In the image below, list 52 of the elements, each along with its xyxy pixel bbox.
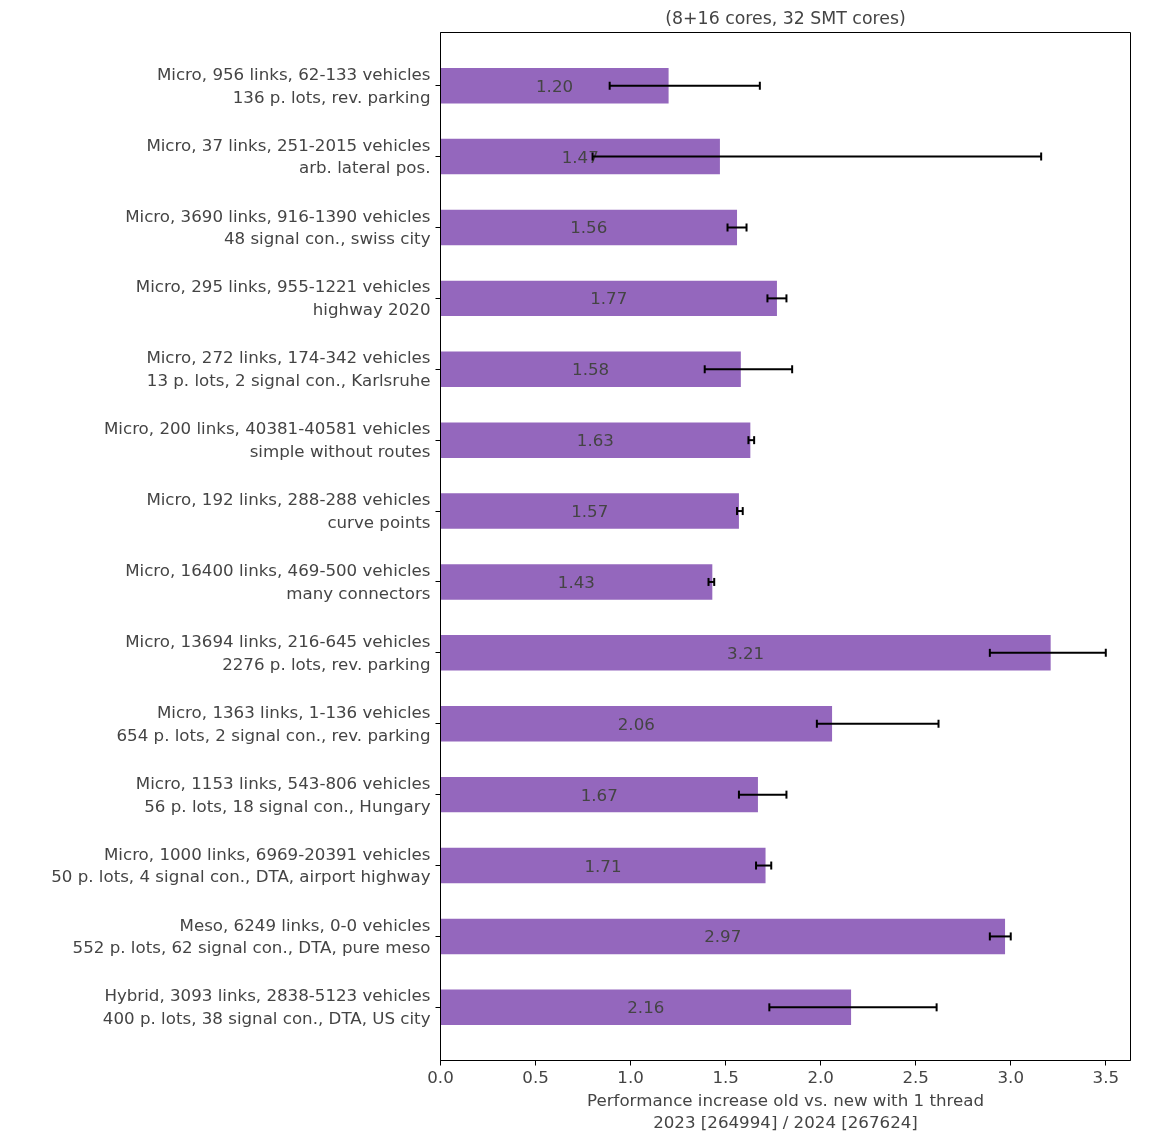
bar <box>440 989 852 1026</box>
data-label: 1.77 <box>590 289 628 309</box>
bar <box>440 67 669 104</box>
data-label: 1.20 <box>536 76 574 96</box>
data-label: 1.56 <box>570 218 608 238</box>
data-label: 2.16 <box>627 998 665 1018</box>
chart-title: (8+16 cores, 32 SMT cores) <box>665 7 906 28</box>
bar <box>440 493 739 529</box>
y-tick-label: Micro, 1363 links, 1-136 vehicles 654 p. lots, 2 signal con., rev. parking <box>116 702 431 745</box>
data-label: 1.43 <box>557 572 595 592</box>
bar <box>440 776 758 813</box>
data-label: 2.06 <box>617 714 655 734</box>
y-tick-label: Micro, 295 links, 955-1221 vehicles highway 2020 <box>135 277 431 320</box>
y-tick-label: Micro, 3690 links, 916-1390 vehicles 48 signal con., swiss city <box>125 206 431 249</box>
x-tick-label: 2.5 <box>902 1067 929 1087</box>
data-label: 2.97 <box>704 927 742 947</box>
data-label: 1.58 <box>572 360 610 380</box>
bar <box>440 280 777 317</box>
x-tick-label: 0.5 <box>522 1067 549 1087</box>
data-label: 1.71 <box>584 856 622 876</box>
y-tick-label: Micro, 200 links, 40381-40581 vehicles simple without routes <box>104 419 431 462</box>
y-tick-label: Micro, 13694 links, 216-645 vehicles 2276 p. lots, rev. parking <box>125 631 431 674</box>
bar <box>440 706 833 742</box>
x-tick-label: 1.0 <box>617 1067 644 1087</box>
data-label: 1.47 <box>561 147 599 167</box>
bar <box>440 138 720 175</box>
x-tick-label: 1.5 <box>712 1067 739 1087</box>
data-label: 1.57 <box>571 502 609 522</box>
bar <box>440 351 741 387</box>
bar <box>440 635 1051 671</box>
x-tick-label: 3.5 <box>1092 1067 1120 1087</box>
data-label: 3.21 <box>727 643 765 663</box>
y-tick-label: Micro, 192 links, 288-288 vehicles curve points <box>146 490 431 532</box>
data-label: 1.67 <box>580 785 618 805</box>
bar <box>440 209 738 246</box>
y-tick-label: Micro, 37 links, 251-2015 vehicles arb. lateral pos. <box>146 135 431 178</box>
x-tick-label: 2.0 <box>807 1067 834 1087</box>
bar <box>440 422 751 458</box>
y-tick-label: Micro, 272 links, 174-342 vehicles 13 p. lots, 2 signal con., Karlsruhe <box>146 348 431 391</box>
y-tick-label: Meso, 6249 links, 0-0 vehicles 552 p. lots, 62 signal con., DTA, pure meso <box>72 915 431 958</box>
y-tick-label: Micro, 1153 links, 543-806 vehicles 56 p. lots, 18 signal con., Hungary <box>135 773 431 816</box>
x-axis-title: Performance increase old vs. new with 1 thread 2023 [264994] / 2024 [267624] <box>587 1090 984 1133</box>
y-tick-label: Micro, 956 links, 62-133 vehicles 136 p. lots, rev. parking <box>156 64 431 107</box>
x-tick-label: 3.0 <box>997 1067 1024 1087</box>
x-tick-label: 0.0 <box>427 1067 454 1087</box>
bar <box>440 847 766 884</box>
y-tick-label: Micro, 16400 links, 469-500 vehicles many connectors <box>125 561 431 603</box>
y-tick-label: Micro, 1000 links, 6969-20391 vehicles 50 p. lots, 4 signal con., DTA, airport highway <box>51 844 431 887</box>
y-tick-label: Hybrid, 3093 links, 2838-5123 vehicles 400 p. lots, 38 signal con., DTA, US city <box>102 986 431 1029</box>
data-label: 1.63 <box>576 431 614 451</box>
bar <box>440 564 713 600</box>
bar <box>440 918 1006 955</box>
